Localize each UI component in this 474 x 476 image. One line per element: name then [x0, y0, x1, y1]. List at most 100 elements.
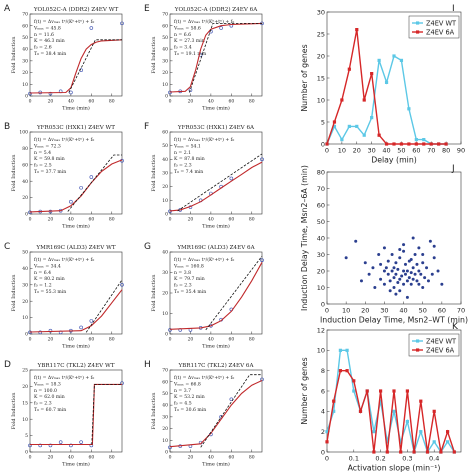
y-tick-label-E-7: 70 [162, 12, 168, 18]
legend-marker-K-0 [416, 339, 420, 343]
fit-param-A-0: f(t) = Δvₘₐₓ tⁿ/(Kⁿ+tⁿ) + f₀ [34, 18, 94, 25]
y-axis-label-A: Fold Induction [11, 36, 17, 74]
y-tick-label-A-4: 40 [22, 47, 28, 53]
x-tick-label-C-3: 60 [88, 337, 94, 343]
y-axis-label-B: Fold Induction [11, 154, 17, 192]
fit-param-F-5: T₀ = 7.4 min [174, 169, 203, 175]
series-line-I-1 [326, 29, 447, 145]
scatter-point-J-53 [436, 269, 440, 273]
x-axis-label-H: Time (min) [202, 461, 230, 468]
x-tick-label-H-0: 0 [169, 455, 172, 461]
y-tick-label-I-3: 15 [317, 74, 325, 82]
y-tick-label-K-6: 12 [317, 326, 325, 334]
legend-label-I-1: Z4EV 6A [426, 28, 455, 36]
y-tick-label-G-4: 40 [162, 250, 168, 256]
x-tick-label-H-4: 80 [249, 455, 255, 461]
series-marker-K-1-0 [325, 440, 329, 444]
x-tick-label-D-2: 40 [68, 455, 74, 461]
legend-label-I-0: Z4EV WT [426, 19, 457, 27]
scatter-point-J-48 [423, 276, 427, 280]
y-tick-label-A-5: 50 [22, 35, 28, 41]
fit-curve-A [29, 39, 123, 94]
x-tick-label-B-0: 0 [29, 217, 32, 223]
data-point-H-0 [168, 445, 172, 450]
series-marker-I-0-10 [399, 58, 404, 62]
series-marker-K-1-14 [419, 399, 423, 403]
legend-label-K-1: Z4EV 6A [426, 346, 455, 354]
series-marker-I-0-2 [340, 138, 344, 142]
x-tick-label-G-4: 80 [249, 337, 255, 343]
data-point-E-5 [219, 26, 223, 30]
panel-title-C: YMR169C (ALD3) Z4EV WT [35, 244, 115, 251]
scatter-point-J-65 [428, 239, 432, 243]
scatter-point-J-6 [379, 277, 383, 281]
x-tick-label-C-0: 0 [29, 337, 32, 343]
y-tick-label-A-0: 0 [25, 94, 28, 100]
data-point-D-3 [58, 440, 63, 444]
series-marker-I-1-2 [340, 98, 344, 102]
series-marker-I-0-12 [414, 138, 418, 142]
fit-param-B-2: n = 5.4 [34, 150, 51, 156]
y-tick-label-J-1: 10 [317, 284, 325, 292]
x-tick-label-A-3: 60 [88, 99, 94, 105]
panel-letter-B: B [4, 122, 10, 132]
data-point-F-6 [229, 176, 234, 181]
x-tick-label-H-2: 40 [208, 455, 214, 461]
scatter-point-J-27 [402, 269, 406, 273]
series-marker-K-1-8 [379, 389, 383, 393]
scatter-point-J-21 [396, 267, 400, 271]
series-marker-I-1-13 [422, 142, 426, 146]
x-tick-label-B-2: 40 [68, 217, 74, 223]
scatter-point-J-9 [384, 266, 388, 270]
fit-param-F-1: Vₘₐₓ = 54.1 [173, 143, 201, 149]
panel-letter-I-tag: I [452, 4, 455, 14]
fit-param-A-4: f₀ = 2.6 [34, 45, 52, 51]
series-marker-K-1-12 [405, 389, 409, 393]
x-tick-label-I-7: 70 [427, 147, 435, 155]
y-tick-label-A-2: 20 [22, 70, 28, 76]
y-tick-label-H-4: 40 [162, 403, 168, 409]
series-marker-K-1-7 [372, 450, 376, 454]
scatter-point-J-50 [426, 279, 430, 283]
scatter-point-J-16 [392, 266, 396, 270]
series-marker-K-0-18 [446, 440, 450, 444]
data-point-C-6 [89, 319, 94, 323]
series-marker-I-0-9 [392, 54, 396, 58]
y-tick-label-F-3: 30 [162, 171, 168, 177]
scatter-point-J-46 [421, 286, 425, 289]
x-tick-label-I-3: 30 [368, 147, 376, 155]
axes-frame-C [29, 251, 123, 335]
fit-param-D-2: n = 100.0 [34, 388, 57, 394]
series-marker-I-0-1 [332, 124, 337, 128]
series-marker-K-1-6 [365, 389, 369, 393]
fit-curve-C [29, 289, 123, 333]
data-point-B-5 [79, 185, 83, 190]
panel-letter-G: G [144, 242, 151, 252]
data-point-E-0 [168, 90, 172, 95]
series-line-I-0 [326, 54, 447, 145]
legend-marker-K-1 [416, 348, 420, 352]
y-tick-label-J-2: 20 [317, 267, 325, 275]
scatter-point-J-24 [398, 289, 402, 293]
axes-frame-H [169, 369, 263, 453]
series-marker-I-1-6 [370, 72, 374, 76]
series-marker-K-0-11 [399, 440, 403, 444]
series-marker-I-1-5 [362, 98, 366, 102]
fit-param-H-5: T₀ = 30.6 min [174, 407, 206, 413]
x-tick-label-A-0: 0 [29, 99, 32, 105]
series-marker-K-1-5 [358, 409, 363, 413]
x-tick-label-H-1: 20 [188, 455, 194, 461]
y-tick-label-J-8: 80 [317, 168, 325, 176]
fit-param-F-2: n = 2.1 [174, 150, 191, 156]
scatter-point-J-28 [402, 249, 406, 253]
y-tick-label-I-0: 0 [321, 140, 325, 148]
series-marker-K-0-8 [379, 399, 383, 403]
series-line-K-0 [326, 349, 455, 455]
x-tick-label-I-1: 10 [338, 147, 346, 155]
series-marker-I-0-13 [422, 138, 426, 142]
x-axis-label-A: Time (min) [62, 105, 90, 112]
x-tick-label-D-4: 80 [109, 455, 115, 461]
fit-param-B-0: f(t) = Δvₘₐₓ tⁿ/(Kⁿ+tⁿ) + f₀ [34, 136, 94, 143]
fit-curve-G [169, 262, 263, 330]
